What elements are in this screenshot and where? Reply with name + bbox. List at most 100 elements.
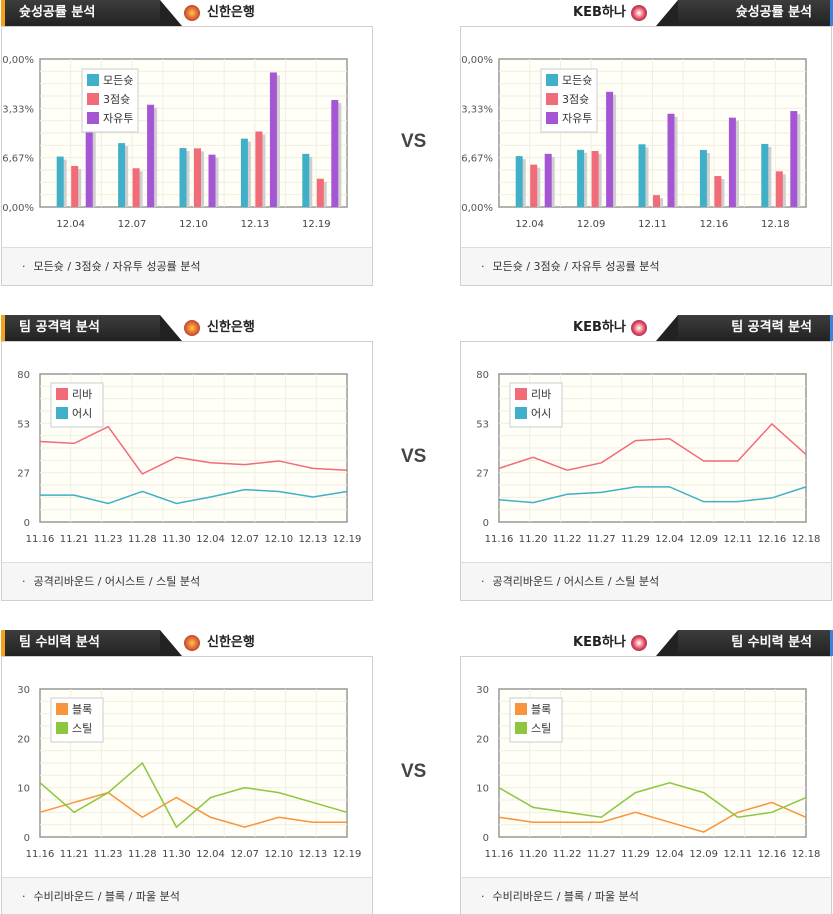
- team-name: 신한은행: [207, 320, 255, 335]
- bullet-icon: ·: [481, 890, 485, 903]
- footer-text: 공격리바운드 / 어시스트 / 스틸 분석: [492, 575, 660, 588]
- team-panel: 슛성공률 분석 KEB하나 110,00% 73,33% 36,67% 0,00% 12.0…: [449, 0, 833, 286]
- bar: [790, 111, 798, 207]
- x-tick-label: 11.30: [162, 534, 191, 545]
- chart-svg: 110,00% 73,33% 36,67% 0,00% 12.04 12.07 12.10 1…: [0, 55, 348, 230]
- panel-header: 슛성공률 분석 KEB하나: [460, 0, 833, 26]
- legend-swatch: [546, 74, 558, 86]
- bar: [240, 138, 248, 207]
- chart-svg: 30 20 10 0 11.16 11.20 11.22 11.27 11.29 12.04 12.…: [476, 685, 820, 860]
- x-tick-label: 11.27: [587, 534, 616, 545]
- team-name: 신한은행: [207, 5, 255, 20]
- keb-hana-logo-icon: [631, 5, 647, 21]
- x-tick-label: 12.07: [230, 849, 259, 860]
- x-tick-label: 12.16: [758, 534, 787, 545]
- y-tick-label: 30: [17, 685, 30, 696]
- x-tick-label: 11.23: [94, 534, 123, 545]
- y-tick-label: 73,33%: [461, 104, 493, 115]
- x-tick-label: 12.18: [792, 534, 821, 545]
- legend-swatch: [87, 112, 99, 124]
- accent-bar: [1, 630, 5, 656]
- legend-label: 자유투: [103, 112, 133, 125]
- x-tick-label: 12.19: [333, 849, 362, 860]
- footer-text: 수비리바운드 / 블록 / 파울 분석: [492, 890, 639, 903]
- keb-hana-logo-icon: [631, 320, 647, 336]
- team-name: KEB하나: [573, 320, 626, 335]
- header-wedge: [160, 630, 182, 656]
- header-wedge: [656, 0, 678, 26]
- team-panel: 슛성공률 분석 신한은행 110,00% 73,33% 36,67% 0,00% 12.04…: [0, 0, 373, 286]
- section-title: 팀 공격력 분석: [5, 315, 160, 341]
- x-tick-label: 12.10: [264, 534, 293, 545]
- x-tick-label: 11.22: [553, 849, 582, 860]
- footer-text: 수비리바운드 / 블록 / 파울 분석: [33, 890, 180, 903]
- legend-swatch: [56, 407, 68, 419]
- chart-box: 80 53 27 0 11.16 11.21 11.23 11.28 11.30 12.04 12.…: [1, 341, 373, 563]
- panel-header: 슛성공률 분석 신한은행: [1, 0, 373, 26]
- accent-bar: [1, 0, 5, 26]
- header-wedge: [160, 0, 182, 26]
- panel-header: 팀 공격력 분석 KEB하나: [460, 315, 833, 341]
- series-line: [498, 486, 807, 504]
- legend-swatch: [515, 407, 527, 419]
- header-wedge: [160, 315, 182, 341]
- x-tick-label: 12.09: [689, 534, 718, 545]
- x-tick-label: 12.04: [655, 849, 684, 860]
- x-tick-label: 11.23: [94, 849, 123, 860]
- chart-box: 80 53 27 0 11.16 11.20 11.22 11.27 11.29 12.04 12.…: [460, 341, 832, 563]
- x-tick-label: 11.22: [553, 534, 582, 545]
- legend-label: 리바: [72, 388, 92, 401]
- legend-swatch: [56, 388, 68, 400]
- y-tick-label: 36,67%: [461, 154, 493, 165]
- x-tick-label: 11.16: [26, 534, 55, 545]
- x-tick-label: 11.28: [128, 534, 157, 545]
- bar: [515, 156, 523, 207]
- bar: [331, 100, 339, 207]
- bar: [577, 149, 585, 207]
- x-tick-label: 12.19: [302, 219, 331, 230]
- chart-box: 110,00% 73,33% 36,67% 0,00% 12.04 12.09 12.11 1…: [449, 26, 832, 248]
- section-title: 슛성공률 분석: [5, 0, 160, 26]
- shinhan-logo-icon: [184, 635, 200, 651]
- accent-bar: [830, 315, 833, 341]
- chart-box: 110,00% 73,33% 36,67% 0,00% 12.04 12.07 12.10 1…: [0, 26, 373, 248]
- team-name: KEB하나: [573, 635, 626, 650]
- keb-hana-logo-icon: [631, 635, 647, 651]
- x-tick-label: 11.20: [519, 534, 548, 545]
- bar: [56, 156, 64, 207]
- y-tick-label: 20: [17, 734, 30, 745]
- y-tick-label: 20: [476, 734, 489, 745]
- legend-swatch: [515, 722, 527, 734]
- panel-footer: · 수비리바운드 / 블록 / 파울 분석: [460, 877, 832, 914]
- chart-svg: 110,00% 73,33% 36,67% 0,00% 12.04 12.09 12.11 1…: [449, 55, 807, 230]
- x-tick-label: 12.19: [333, 534, 362, 545]
- legend-label: 블록: [531, 703, 551, 716]
- x-tick-label: 12.16: [700, 219, 729, 230]
- y-tick-label: 36,67%: [2, 154, 34, 165]
- team-panel: 팀 공격력 분석 신한은행 80 53 27 0 11.16 11.21 11.23 11.28 1…: [1, 315, 373, 601]
- x-tick-label: 11.16: [485, 534, 514, 545]
- chart-svg: 30 20 10 0 11.16 11.21 11.23 11.28 11.30 12.04 12.…: [17, 685, 362, 860]
- panel-footer: · 수비리바운드 / 블록 / 파울 분석: [1, 877, 373, 914]
- bar: [667, 113, 675, 207]
- y-tick-label: 0: [24, 833, 30, 844]
- x-tick-label: 12.10: [179, 219, 208, 230]
- bullet-icon: ·: [481, 575, 485, 588]
- accent-bar: [1, 315, 5, 341]
- bar: [316, 178, 324, 207]
- bar: [194, 148, 201, 207]
- vs-label: VS: [401, 446, 427, 467]
- y-tick-label: 0,00%: [2, 203, 34, 214]
- bar: [638, 144, 646, 207]
- team-panel: 팀 수비력 분석 KEB하나 30 20 10 0 11.16 11.20 11.22 11.27…: [460, 630, 833, 914]
- chart-box: 30 20 10 0 11.16 11.21 11.23 11.28 11.30 12.04 12.…: [1, 656, 373, 878]
- series-line: [498, 781, 807, 819]
- bar: [208, 154, 216, 207]
- section-title: 팀 공격력 분석: [678, 315, 830, 341]
- panel-footer: · 모든슛 / 3점슛 / 자유투 성공률 분석: [1, 247, 373, 286]
- panel-header: 팀 공격력 분석 신한은행: [1, 315, 373, 341]
- legend-label: 3점슛: [103, 93, 130, 106]
- legend-label: 어시: [72, 407, 92, 420]
- accent-bar: [830, 0, 833, 26]
